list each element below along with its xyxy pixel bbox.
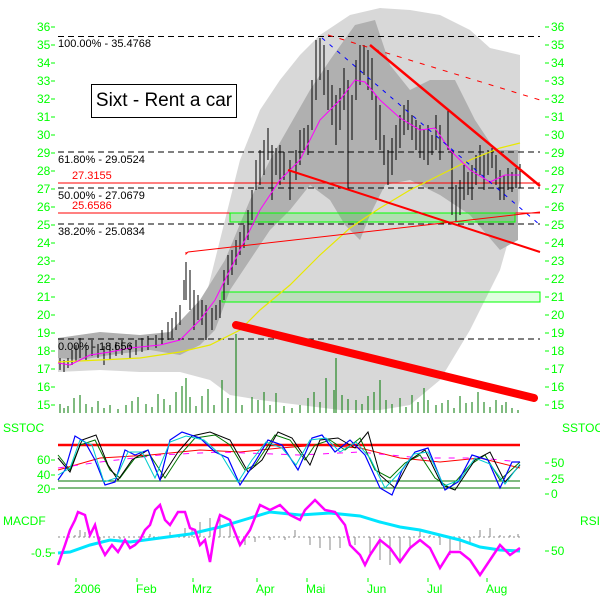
y-tick-18: 18	[37, 344, 51, 358]
x-tick-2006: 2006	[74, 582, 101, 596]
x-tick-feb: Feb	[136, 582, 157, 596]
y-tick-22: 22	[37, 272, 51, 286]
y-tick-right-24: 24	[551, 236, 565, 250]
y-tick-30: 30	[37, 128, 51, 142]
y-tick-right-17: 17	[551, 362, 565, 376]
sstoc-label-left: SSTOC	[3, 421, 45, 435]
x-tick-mrz: Mrz	[192, 582, 212, 596]
support-zone-25	[229, 212, 516, 223]
resistance-trendline	[369, 44, 541, 187]
volume-bars	[59, 334, 519, 413]
y-tick-15: 15	[37, 398, 51, 412]
trend-line-red-dashed	[327, 34, 541, 101]
y-tick-36: 36	[37, 20, 51, 34]
y-tick-right-16: 16	[551, 380, 565, 394]
y-tick-26: 26	[37, 200, 51, 214]
sstoc-tick-left-20: 20	[37, 482, 51, 496]
y-tick-right-19: 19	[551, 326, 565, 340]
y-tick-17: 17	[37, 362, 51, 376]
y-tick-right-26: 26	[551, 200, 565, 214]
y-tick-35: 35	[37, 38, 51, 52]
y-tick-16: 16	[37, 380, 51, 394]
sstoc-tick-right-50: 50	[551, 456, 565, 470]
macd-label: MACDF	[3, 514, 46, 528]
fib-label-38-2: 38.20% - 25.0834	[58, 226, 145, 238]
y-tick-23: 23	[37, 254, 51, 268]
level-label-27-3155: 27.3155	[72, 170, 112, 182]
y-tick-right-27: 27	[551, 182, 565, 196]
y-tick-29: 29	[37, 146, 51, 160]
y-tick-right-28: 28	[551, 164, 565, 178]
sma-long-yellow	[57, 142, 521, 363]
y-tick-21: 21	[37, 290, 51, 304]
sstoc-tick-right-0: 0	[551, 487, 558, 501]
y-tick-25: 25	[37, 218, 51, 232]
y-tick-28: 28	[37, 164, 51, 178]
x-tick-aug: Aug	[486, 582, 508, 596]
y-tick-right-22: 22	[551, 272, 565, 286]
sstoc-label-right: SSTOC	[562, 421, 600, 435]
rsi-tick-right: 50	[551, 544, 565, 558]
y-tick-right-31: 31	[551, 110, 565, 124]
y-tick-right-32: 32	[551, 92, 565, 106]
inner-envelope	[58, 20, 518, 360]
y-tick-right-23: 23	[551, 254, 565, 268]
y-tick-19: 19	[37, 326, 51, 340]
axis-ticks	[51, 26, 549, 582]
y-tick-right-36: 36	[551, 20, 565, 34]
y-tick-24: 24	[37, 236, 51, 250]
x-tick-apr: Apr	[256, 582, 275, 596]
y-tick-right-15: 15	[551, 398, 565, 412]
y-tick-right-20: 20	[551, 308, 565, 322]
fib-label-0: 0.00% - 18.656	[58, 341, 133, 353]
y-tick-right-21: 21	[551, 290, 565, 304]
y-tick-right-30: 30	[551, 128, 565, 142]
y-tick-right-33: 33	[551, 74, 565, 88]
sstoc-panel	[57, 430, 521, 496]
rising-trendline	[185, 211, 541, 256]
sma-short-magenta	[57, 79, 520, 366]
fib-label-100: 100.00% - 35.4768	[58, 38, 151, 50]
y-tick-right-34: 34	[551, 56, 565, 70]
level-label-25-6586: 25.6586	[72, 200, 112, 212]
sstoc-tick-right-25: 25	[551, 472, 565, 486]
y-tick-32: 32	[37, 92, 51, 106]
trend-line-blue-dashed	[321, 37, 541, 226]
fib-label-61-8: 61.80% - 29.0524	[58, 154, 145, 166]
support-trendline	[287, 169, 541, 253]
forecast-trendline-thick	[232, 321, 538, 402]
price-bars	[59, 38, 521, 372]
y-tick-33: 33	[37, 74, 51, 88]
y-tick-right-18: 18	[551, 344, 565, 358]
y-tick-27: 27	[37, 182, 51, 196]
x-tick-mai: Mai	[306, 582, 326, 596]
y-tick-right-29: 29	[551, 146, 565, 160]
y-tick-20: 20	[37, 308, 51, 322]
macd-panel	[56, 498, 521, 578]
sstoc-tick-left-40: 40	[37, 468, 51, 482]
chart-title: Sixt - Rent a car	[91, 84, 237, 118]
x-tick-jun: Jun	[367, 582, 387, 596]
fib-label-50: 50.00% - 27.0679	[58, 190, 145, 202]
y-tick-right-25: 25	[551, 218, 565, 232]
y-tick-right-35: 35	[551, 38, 565, 52]
rsi-label: RSI	[580, 514, 600, 528]
support-zone-21	[221, 291, 541, 303]
y-tick-34: 34	[37, 56, 51, 70]
y-tick-31: 31	[37, 110, 51, 124]
macd-tick-left: -0.5	[31, 546, 52, 560]
x-tick-jul: Jul	[427, 582, 443, 596]
sstoc-tick-left-60: 60	[37, 453, 51, 467]
